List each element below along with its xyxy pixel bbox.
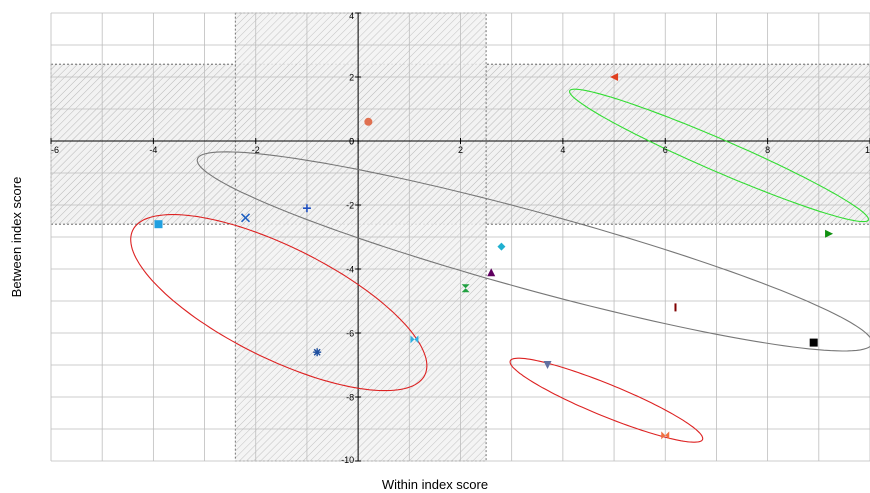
y-tick-label: -10	[341, 455, 354, 465]
data-point-triangle-right	[825, 229, 834, 238]
data-point-square	[809, 338, 818, 347]
origin-tick-label: 0	[349, 137, 354, 147]
y-tick-label: 0	[349, 137, 354, 147]
y-tick-label: -6	[346, 329, 354, 339]
data-point-triangle-left	[610, 73, 619, 81]
data-point-triangle-down	[543, 361, 552, 369]
y-tick-label: -4	[346, 265, 354, 275]
x-tick-label: -6	[51, 145, 59, 155]
ellipse	[569, 88, 869, 223]
data-point-square	[154, 220, 163, 229]
grid-lines	[50, 12, 870, 462]
data-point-circle	[364, 117, 373, 126]
data-point-x	[240, 213, 251, 223]
axes	[50, 12, 870, 462]
y-tick-label: -2	[346, 201, 354, 211]
y-tick-label: 4	[349, 11, 354, 21]
data-point-triangle-up	[487, 268, 496, 277]
x-tick-label: -2	[252, 145, 260, 155]
x-tick-label: 2	[458, 145, 463, 155]
y-tick-label: 2	[349, 73, 354, 83]
data-point-hourglass	[461, 284, 470, 293]
x-tick-label: -4	[149, 145, 157, 155]
x-tick-label: 6	[663, 145, 668, 155]
data-point-plus	[302, 204, 311, 213]
ellipse	[196, 151, 870, 352]
ellipses	[130, 88, 870, 443]
x-tick-label: 8	[765, 145, 770, 155]
ellipse	[130, 214, 428, 392]
x-tick-label: 4	[560, 145, 565, 155]
data-point-bowtie	[410, 335, 419, 344]
y-tick-label: -8	[346, 393, 354, 403]
ellipse	[509, 357, 704, 443]
x-tick-label: 1	[865, 145, 870, 155]
data-point-vline	[674, 303, 677, 312]
data-points	[154, 73, 834, 440]
data-point-asterisk	[313, 348, 322, 357]
data-point-bowtie	[661, 431, 670, 440]
x-axis-title: Within index score	[382, 477, 488, 492]
y-axis-title: Between index score	[9, 177, 24, 298]
data-point-diamond	[497, 242, 506, 251]
